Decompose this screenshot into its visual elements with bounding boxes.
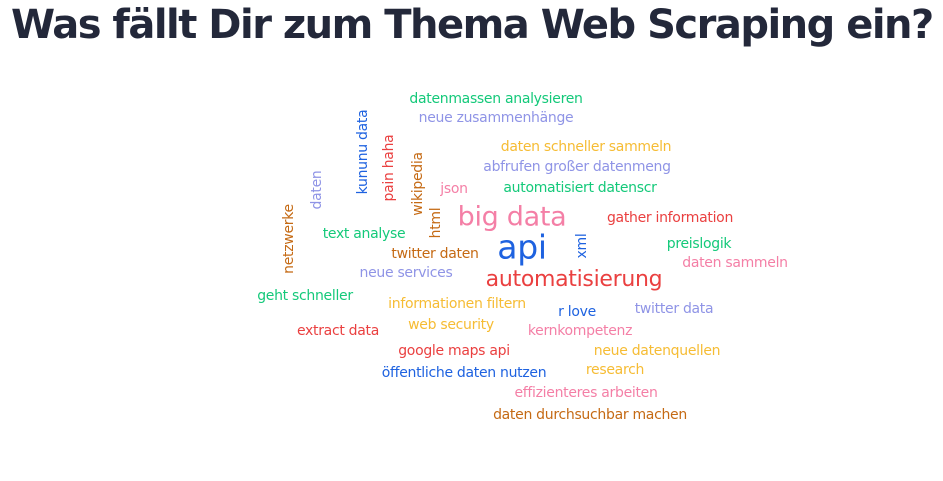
cloud-word: twitter daten <box>391 246 479 262</box>
cloud-word: kernkompetenz <box>527 323 633 339</box>
cloud-word: preislogik <box>666 236 732 252</box>
cloud-word: api <box>497 227 547 267</box>
cloud-word: text analyse <box>322 226 406 242</box>
cloud-word: html <box>428 207 444 239</box>
cloud-word: wikipedia <box>410 152 426 216</box>
cloud-word: neue datenquellen <box>593 343 721 359</box>
cloud-word: automatisierung <box>485 267 663 292</box>
cloud-word: gather information <box>606 210 734 226</box>
cloud-word: automatisiert datenscr <box>503 180 657 196</box>
cloud-word: geht schneller <box>257 288 353 304</box>
cloud-word: daten sammeln <box>682 255 788 271</box>
cloud-word: daten <box>309 170 325 210</box>
cloud-word: r love <box>558 304 596 320</box>
cloud-word: extract data <box>296 323 380 339</box>
cloud-word: informationen filtern <box>388 296 526 312</box>
cloud-word: daten durchsuchbar machen <box>493 407 687 423</box>
cloud-word: xml <box>574 233 590 259</box>
cloud-word: json <box>440 181 468 197</box>
cloud-word: effizienteres arbeiten <box>514 385 658 401</box>
cloud-word: web security <box>408 317 494 333</box>
cloud-word: big data <box>457 201 567 233</box>
cloud-word: neue zusammenhänge <box>418 110 574 126</box>
cloud-word: twitter data <box>634 301 714 317</box>
cloud-word: google maps api <box>398 343 510 359</box>
cloud-word: pain haha <box>381 134 397 202</box>
cloud-word: öffentliche daten nutzen <box>381 365 547 381</box>
cloud-word: abfrufen großer datenmeng <box>483 159 671 175</box>
page-title: Was fällt Dir zum Thema Web Scraping ein… <box>11 2 934 48</box>
cloud-word: daten schneller sammeln <box>500 139 672 155</box>
cloud-word: netzwerke <box>281 204 297 274</box>
cloud-word: neue services <box>359 265 453 281</box>
cloud-word: research <box>585 362 645 378</box>
cloud-word: kununu data <box>355 109 371 195</box>
cloud-word: datenmassen analysieren <box>409 91 583 107</box>
